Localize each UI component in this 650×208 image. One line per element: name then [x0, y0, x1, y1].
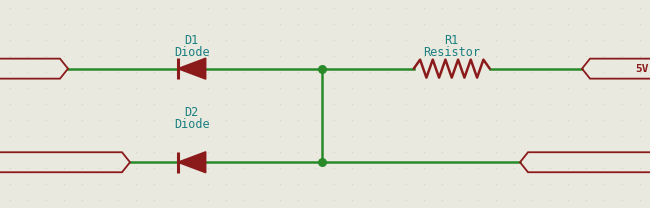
- Text: D1: D1: [185, 34, 199, 47]
- Polygon shape: [177, 58, 206, 79]
- Text: Diode: Diode: [174, 118, 209, 131]
- Text: R1: R1: [445, 34, 459, 47]
- Text: Diode: Diode: [174, 46, 209, 59]
- Polygon shape: [177, 152, 206, 173]
- Text: 5V: 5V: [635, 64, 649, 74]
- Text: Resistor: Resistor: [423, 46, 480, 59]
- Text: D2: D2: [185, 106, 199, 119]
